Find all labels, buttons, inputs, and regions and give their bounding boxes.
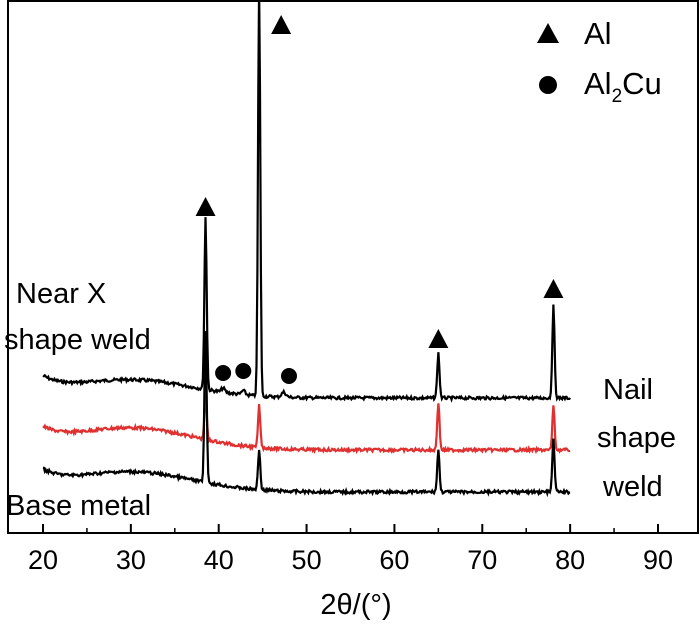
x-tick-label: 60	[379, 545, 409, 575]
annotation-nail-line3: weld	[602, 471, 663, 503]
x-tick-label: 20	[28, 545, 58, 575]
al2cu-peak-marker	[281, 368, 297, 384]
al-peak-marker	[543, 279, 564, 298]
series-group	[42, 0, 571, 498]
al-peak-marker	[195, 197, 216, 216]
plot-frame	[7, 0, 699, 534]
series-line	[42, 0, 571, 403]
series-line	[42, 331, 571, 498]
legend-label-al2cu-cu: Cu	[622, 66, 662, 101]
legend-circle-icon	[539, 76, 557, 94]
legend-label-al2cu: Al2Cu	[584, 66, 662, 107]
legend: Al Al2Cu	[537, 16, 662, 107]
x-tick-label: 40	[204, 545, 234, 575]
legend-label-al: Al	[584, 16, 612, 51]
peak-markers	[195, 15, 564, 384]
annotation-base-metal: Base metal	[6, 490, 151, 522]
x-tick-label: 50	[292, 545, 322, 575]
legend-triangle-icon	[537, 23, 559, 43]
al-peak-marker	[271, 15, 292, 34]
x-axis: 20 30 40 50 60 70 80 90	[28, 524, 673, 575]
annotation-nail-line1: Nail	[603, 374, 653, 406]
x-axis-title: 2θ/(°)	[320, 589, 391, 621]
al-peak-marker	[428, 329, 449, 348]
al2cu-peak-marker	[235, 363, 252, 379]
al2cu-peak-marker	[215, 365, 232, 381]
x-tick-label: 80	[555, 545, 585, 575]
legend-label-al2cu-al: Al	[584, 66, 612, 101]
series-line	[42, 392, 571, 455]
legend-label-al2cu-sub: 2	[612, 86, 623, 107]
x-tick-label: 30	[116, 545, 146, 575]
annotation-near-x-line2: shape weld	[4, 324, 151, 356]
x-tick-label: 90	[643, 545, 673, 575]
annotation-near-x-line1: Near X	[16, 278, 106, 310]
annotation-nail-line2: shape	[597, 422, 676, 454]
x-tick-label: 70	[467, 545, 497, 575]
